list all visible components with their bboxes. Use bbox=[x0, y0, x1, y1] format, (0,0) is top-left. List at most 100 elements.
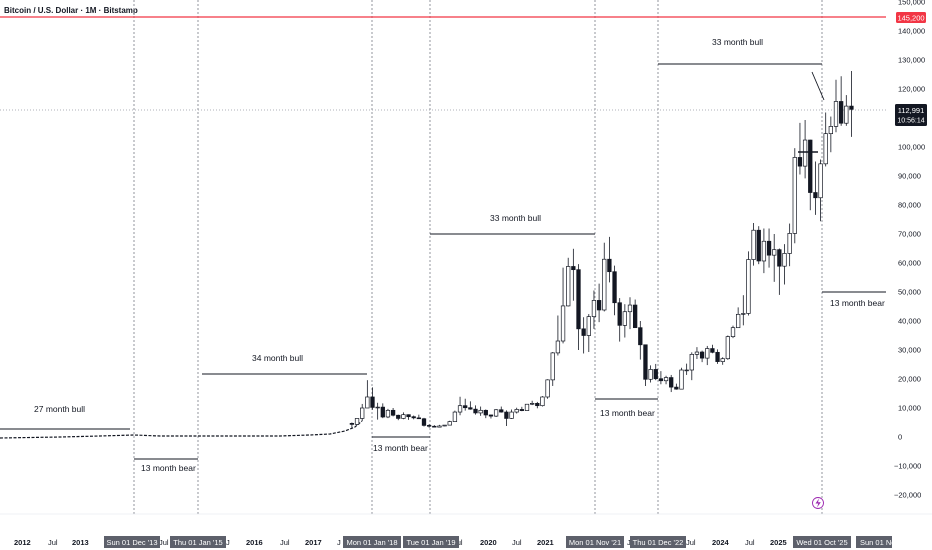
candle bbox=[571, 248, 576, 301]
candle bbox=[360, 403, 365, 422]
candle-body-up bbox=[735, 313, 741, 329]
candle-body-up bbox=[509, 411, 514, 419]
candle-body-down bbox=[581, 328, 586, 336]
candle-body-down bbox=[416, 417, 421, 420]
time-tick: 2024 bbox=[712, 538, 730, 547]
candle-body-up bbox=[648, 369, 653, 380]
candle bbox=[705, 345, 710, 366]
candle-body-up bbox=[694, 351, 700, 355]
candle-body-down bbox=[699, 351, 705, 359]
date-tag-text: Wed 01 Oct '25 bbox=[796, 538, 847, 547]
candle bbox=[499, 406, 504, 413]
candle bbox=[730, 325, 736, 339]
candle bbox=[437, 424, 442, 428]
time-tick: 2016 bbox=[246, 538, 263, 547]
price-tick-label: −20,000 bbox=[894, 491, 921, 500]
candle bbox=[529, 400, 535, 406]
candle-body-up bbox=[375, 406, 380, 409]
candle bbox=[509, 409, 514, 420]
date-tag-text: Mon 01 Jan '18 bbox=[346, 538, 397, 547]
candle-body-down bbox=[596, 300, 602, 311]
candle-body-down bbox=[349, 423, 355, 425]
candle bbox=[380, 403, 385, 419]
candle-body-up bbox=[591, 300, 597, 318]
candle-body-up bbox=[782, 253, 787, 267]
candle-body-down bbox=[380, 406, 385, 418]
candle-body-up bbox=[555, 340, 561, 354]
candle-body-up bbox=[802, 139, 808, 167]
candle bbox=[643, 344, 648, 386]
candle-body-up bbox=[540, 396, 545, 407]
candle-body-down bbox=[612, 271, 617, 304]
candle-body-up bbox=[818, 163, 823, 199]
candle-body-up bbox=[478, 409, 483, 414]
candle bbox=[782, 244, 787, 285]
price-tick-label: 140,000 bbox=[898, 27, 925, 36]
lightning-icon[interactable] bbox=[812, 497, 824, 509]
price-tick-label: −10,000 bbox=[894, 462, 921, 471]
candle-body-up bbox=[627, 304, 633, 313]
candle-body-up bbox=[844, 105, 849, 124]
candle-body-up bbox=[787, 233, 792, 254]
price-axis-background[interactable] bbox=[886, 0, 932, 514]
time-tick: 2012 bbox=[14, 538, 31, 547]
time-tick: Jul bbox=[686, 538, 696, 547]
candle-body-up bbox=[602, 258, 607, 311]
candle bbox=[617, 298, 622, 342]
candle bbox=[627, 297, 633, 330]
candle-body-down bbox=[499, 409, 504, 413]
candle bbox=[746, 251, 751, 316]
price-tick-label: 80,000 bbox=[898, 201, 921, 210]
price-tick-label: 130,000 bbox=[898, 56, 925, 65]
candle-body-down bbox=[571, 266, 576, 271]
candle-body-down bbox=[715, 351, 720, 362]
candle bbox=[468, 401, 473, 410]
candle-body-down bbox=[411, 416, 416, 419]
candle-body-down bbox=[797, 157, 803, 167]
candle bbox=[406, 414, 411, 420]
date-tag-text: Thu 01 Jan '15 bbox=[173, 538, 222, 547]
candle bbox=[442, 424, 447, 427]
candle-body-down bbox=[849, 105, 854, 110]
candle bbox=[524, 403, 530, 411]
candle-body-down bbox=[370, 396, 375, 408]
candle-body-down bbox=[813, 192, 818, 199]
time-tick: J bbox=[627, 538, 631, 547]
bull-33-b-label: 33 month bull bbox=[712, 37, 763, 47]
candle-body-down bbox=[468, 407, 473, 410]
candle bbox=[787, 223, 792, 267]
candle-body-up bbox=[705, 348, 710, 359]
chart-title: Bitcoin / U.S. Dollar · 1M · Bitstamp bbox=[4, 6, 138, 15]
bear-13-b-label: 13 month bear bbox=[373, 443, 428, 453]
candle-body-up bbox=[524, 403, 530, 411]
candle-body-up bbox=[679, 369, 684, 390]
candle bbox=[638, 321, 643, 360]
candle-body-up bbox=[457, 405, 463, 413]
candle bbox=[653, 363, 658, 381]
candle-body-up bbox=[833, 101, 839, 127]
candle-body-up bbox=[545, 379, 550, 398]
candle bbox=[519, 406, 524, 412]
candle-body-down bbox=[396, 414, 401, 419]
candle bbox=[844, 95, 849, 126]
candle bbox=[772, 234, 777, 282]
candle bbox=[797, 122, 803, 175]
candle-body-up bbox=[772, 249, 777, 256]
candle bbox=[607, 236, 612, 283]
candle-body-down bbox=[483, 409, 488, 416]
candles-group bbox=[349, 71, 854, 429]
candle-body-up bbox=[792, 157, 797, 234]
candle bbox=[792, 148, 797, 244]
candle bbox=[473, 405, 478, 415]
candle bbox=[576, 264, 581, 350]
candle bbox=[669, 374, 674, 393]
candle bbox=[838, 76, 844, 126]
candle-body-up bbox=[529, 403, 535, 405]
time-tick: 2020 bbox=[480, 538, 497, 547]
candle bbox=[411, 415, 416, 420]
candle bbox=[427, 424, 432, 428]
candle-body-up bbox=[761, 240, 767, 262]
candle-body-up bbox=[725, 336, 730, 360]
